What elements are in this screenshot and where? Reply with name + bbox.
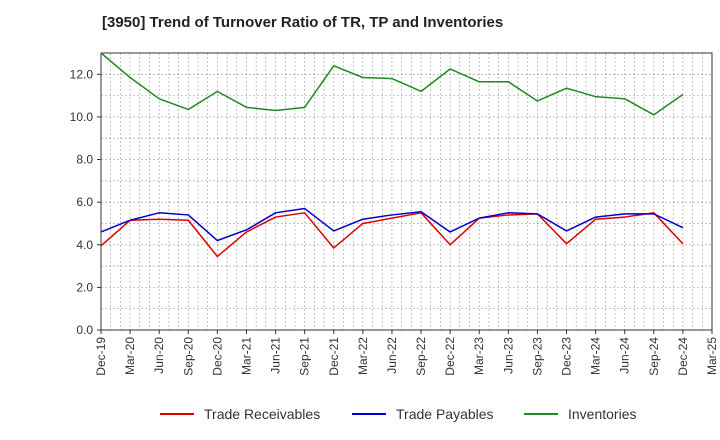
x-tick-label: Jun-21 [269, 337, 283, 374]
plot-area-border [100, 52, 713, 331]
y-tick-label: 6.0 [76, 195, 93, 209]
y-tick-label: 4.0 [76, 238, 93, 252]
x-tick-label: Dec-23 [560, 337, 574, 376]
legend: Trade Receivables Trade Payables Inventori… [160, 406, 636, 422]
x-tick-label: Sep-24 [647, 337, 661, 376]
series-line-inventories [100, 52, 684, 116]
x-tick-label: Sep-23 [530, 337, 544, 376]
y-axis-ticks: 0.0 2.0 4.0 6.0 8.0 10.0 12.0 [70, 67, 101, 337]
x-tick-label: Dec-20 [210, 337, 224, 376]
x-tick-label: Jun-24 [618, 337, 632, 374]
series-lines [100, 52, 684, 258]
x-tick-label: Sep-20 [181, 337, 195, 376]
grid-lines [101, 53, 712, 330]
x-tick-label: Dec-19 [94, 337, 108, 376]
x-tick-label: Dec-21 [327, 337, 341, 376]
x-axis-ticks: Dec-19 Mar-20 Jun-20 Sep-20 Dec-20 Mar-21 Jun-… [94, 330, 719, 376]
y-tick-label: 12.0 [70, 67, 94, 81]
x-tick-label: Sep-22 [414, 337, 428, 376]
x-tick-label: Mar-22 [356, 337, 370, 375]
plot-area-frame [100, 52, 713, 331]
x-tick-label: Jun-20 [152, 337, 166, 374]
x-tick-label: Mar-21 [239, 337, 253, 375]
y-tick-label: 0.0 [76, 323, 93, 337]
chart-title: [3950] Trend of Turnover Ratio of TR, TP… [102, 14, 504, 31]
x-tick-label: Sep-21 [298, 337, 312, 376]
y-tick-label: 8.0 [76, 153, 93, 167]
y-tick-label: 2.0 [76, 280, 93, 294]
legend-label: Trade Receivables [204, 406, 320, 422]
x-tick-label: Dec-22 [443, 337, 457, 376]
legend-label: Inventories [568, 406, 636, 422]
series-line-trade-payables [100, 207, 684, 242]
y-tick-label: 10.0 [70, 110, 94, 124]
x-tick-label: Mar-24 [589, 337, 603, 375]
x-tick-label: Jun-22 [385, 337, 399, 374]
x-tick-label: Dec-24 [676, 337, 690, 376]
series-line-trade-receivables [100, 212, 684, 258]
legend-label: Trade Payables [396, 406, 494, 422]
x-tick-label: Jun-23 [501, 337, 515, 374]
x-tick-label: Mar-23 [472, 337, 486, 375]
x-tick-label: Mar-20 [123, 337, 137, 375]
x-tick-label: Mar-25 [705, 337, 719, 375]
